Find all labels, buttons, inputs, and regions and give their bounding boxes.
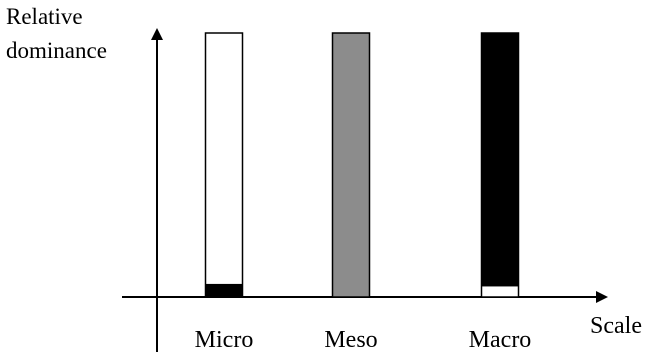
bar-meso-segment-1 <box>332 33 370 297</box>
bar-macro-outline <box>480 32 520 298</box>
bar-micro-segment-2 <box>205 33 243 284</box>
y-axis-label-line-1: Relative <box>6 4 83 29</box>
y-axis-label-line-2: dominance <box>6 38 107 63</box>
category-label-macro: Macro <box>469 327 532 353</box>
category-label-micro: Micro <box>195 327 254 353</box>
x-axis-label: Scale <box>590 313 642 339</box>
bar-macro-segment-1 <box>481 286 519 297</box>
bar-micro-outline <box>204 32 244 298</box>
bar-micro-segment-1 <box>205 283 243 297</box>
bar-macro-segment-2 <box>481 33 519 287</box>
bar-meso-outline <box>331 32 371 298</box>
category-labels: Micro Meso Macro <box>195 327 532 353</box>
category-label-meso: Meso <box>324 327 377 353</box>
bars <box>204 32 520 298</box>
